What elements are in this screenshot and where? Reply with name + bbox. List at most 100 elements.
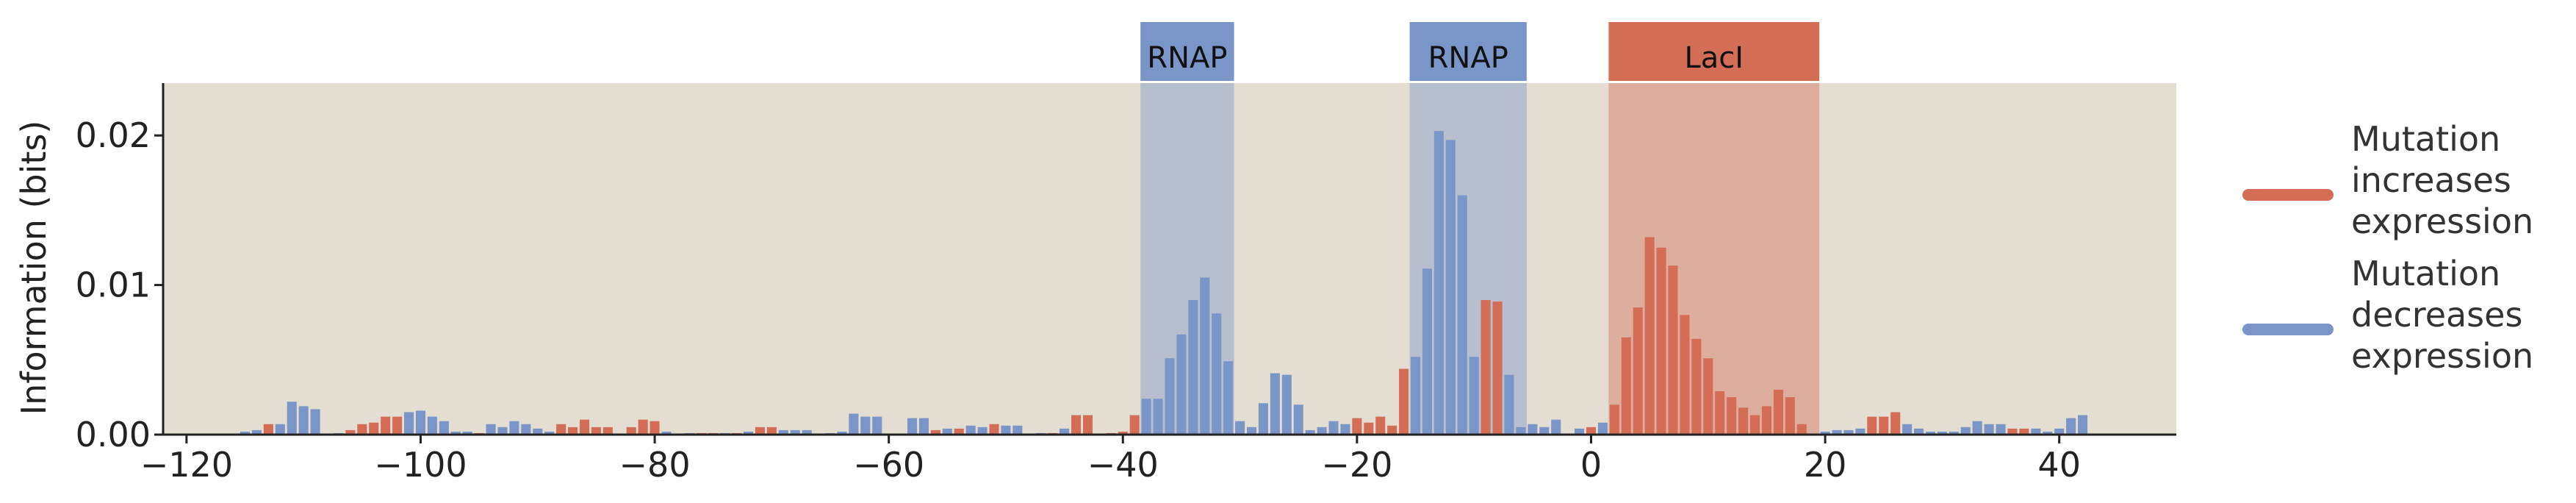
bar-decrease xyxy=(1059,428,1070,435)
bar-decrease xyxy=(1165,358,1175,435)
bar-decrease xyxy=(544,431,555,435)
bar-decrease xyxy=(1153,399,1163,435)
bar-decrease xyxy=(1597,422,1608,435)
bar-decrease xyxy=(1235,421,1245,435)
bar-decrease xyxy=(1960,427,1971,435)
bar-decrease xyxy=(287,402,297,435)
bar-decrease xyxy=(1984,424,1994,435)
bar-increase xyxy=(1481,299,1491,435)
x-tick-label: −100 xyxy=(374,445,467,485)
bar-increase xyxy=(602,427,613,435)
bar-increase xyxy=(1785,397,1795,435)
bar-decrease xyxy=(240,431,251,435)
bar-decrease xyxy=(872,416,882,435)
bar-decrease xyxy=(2054,428,2065,435)
bar-increase xyxy=(579,419,590,435)
bar-increase xyxy=(1867,416,1877,435)
bar-decrease xyxy=(1902,424,1913,435)
bar-increase xyxy=(369,422,379,435)
bar-decrease xyxy=(497,427,508,435)
bar-increase xyxy=(755,427,765,435)
region-band-laci xyxy=(1608,83,1820,435)
bar-decrease xyxy=(2078,415,2088,435)
bar-decrease xyxy=(661,431,672,435)
region-header-rnap xyxy=(1409,22,1527,81)
x-tick-label: 40 xyxy=(2037,445,2081,485)
bar-increase xyxy=(1680,315,1690,435)
bar-increase xyxy=(1586,427,1597,435)
bar-decrease xyxy=(907,418,918,435)
bar-increase xyxy=(1727,397,1737,435)
bar-decrease xyxy=(1457,195,1467,435)
bar-decrease xyxy=(1972,421,1982,435)
bar-increase xyxy=(930,429,940,435)
bar-decrease xyxy=(1411,357,1421,435)
bar-decrease xyxy=(1223,361,1234,435)
region-header-rnap xyxy=(1140,22,1234,81)
y-tick-label: 0.02 xyxy=(76,115,151,155)
bar-decrease xyxy=(427,416,437,435)
bar-decrease xyxy=(486,424,496,435)
bar-decrease xyxy=(1996,424,2006,435)
y-tick-label: 0.00 xyxy=(76,415,151,454)
bar-increase xyxy=(1387,425,1397,435)
region-label: RNAP xyxy=(1428,41,1508,75)
legend-text: Mutation xyxy=(2351,119,2500,159)
bar-decrease xyxy=(977,427,987,435)
bar-increase xyxy=(1082,415,1093,435)
bar-decrease xyxy=(1001,425,1011,435)
bar-decrease xyxy=(1258,403,1268,435)
bar-decrease xyxy=(1539,427,1550,435)
bar-decrease xyxy=(415,410,425,435)
bar-increase xyxy=(626,427,636,435)
bar-decrease xyxy=(860,416,871,435)
bar-increase xyxy=(2019,428,2029,435)
bar-increase xyxy=(1738,407,1749,435)
bar-increase xyxy=(1644,237,1655,435)
bar-increase xyxy=(1879,416,1889,435)
bar-increase xyxy=(1890,412,1901,435)
bar-decrease xyxy=(1469,357,1479,435)
bar-decrease xyxy=(251,429,262,435)
bar-decrease xyxy=(1575,428,1585,435)
region-label: LacI xyxy=(1684,41,1744,75)
bar-decrease xyxy=(1212,313,1222,435)
bar-increase xyxy=(357,424,367,435)
bar-increase xyxy=(650,421,660,435)
bar-increase xyxy=(989,424,999,435)
bar-decrease xyxy=(942,428,952,435)
bar-increase xyxy=(1715,391,1725,435)
bar-decrease xyxy=(849,413,859,435)
bar-increase xyxy=(1609,404,1619,435)
bar-increase xyxy=(1668,265,1678,435)
bar-decrease xyxy=(1305,429,1315,435)
bar-decrease xyxy=(1843,429,1854,435)
bar-decrease xyxy=(1551,419,1561,435)
x-tick-label: −80 xyxy=(619,445,691,485)
bar-decrease xyxy=(275,424,285,435)
bar-decrease xyxy=(965,425,976,435)
bar-decrease xyxy=(1317,427,1327,435)
legend-text: decreases xyxy=(2351,295,2522,335)
bar-increase xyxy=(381,416,391,435)
bar-decrease xyxy=(1949,431,1959,435)
bar-increase xyxy=(568,427,578,435)
bar-decrease xyxy=(1855,428,1866,435)
x-tick-label: 20 xyxy=(1804,445,1847,485)
bar-decrease xyxy=(1832,429,1842,435)
region-header-laci xyxy=(1608,22,1820,81)
bar-increase xyxy=(556,424,566,435)
bar-decrease xyxy=(2043,431,2053,435)
bar-decrease xyxy=(1422,268,1432,435)
x-tick-label: −120 xyxy=(140,445,233,485)
bar-decrease xyxy=(918,418,929,435)
bar-decrease xyxy=(509,421,519,435)
bar-decrease xyxy=(1188,299,1198,435)
bar-increase xyxy=(1118,431,1128,435)
bar-increase xyxy=(345,429,356,435)
bar-decrease xyxy=(462,431,472,435)
y-axis-title: Information (bits) xyxy=(14,121,54,415)
bar-decrease xyxy=(1820,431,1830,435)
legend-text: expression xyxy=(2351,336,2533,376)
bar-decrease xyxy=(802,429,812,435)
